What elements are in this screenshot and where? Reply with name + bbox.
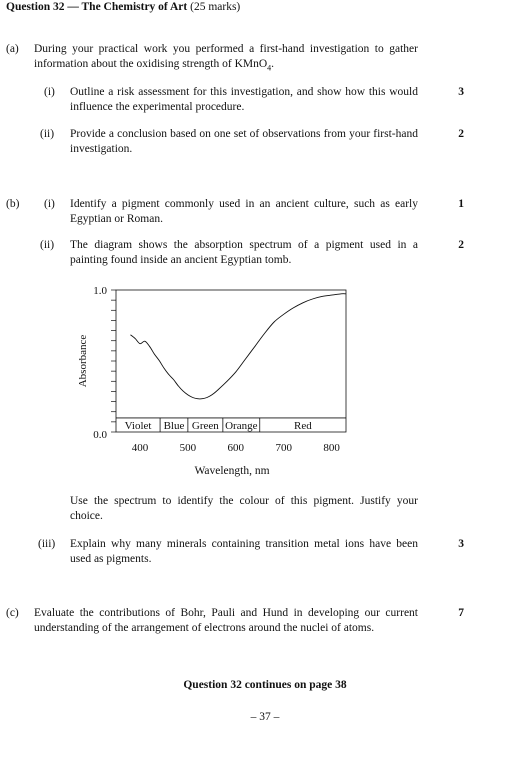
part-a-stem-end: . [271, 58, 275, 70]
band-label: Green [192, 420, 219, 432]
part-b-ii-marks: 2 [458, 239, 464, 251]
part-b-i-marks: 1 [458, 198, 464, 210]
y-tick-label: 1.0 [93, 285, 107, 297]
part-a-ii-text: Provide a conclusion based on one set of… [70, 128, 418, 155]
page-number: – 37 – [250, 711, 280, 723]
band-label: Orange [225, 420, 257, 432]
part-a-stem: During your practical work you performed… [34, 42, 418, 75]
absorption-spectrum-chart: 1.0 0.0 Absorbance Violet Blue Green Orange Red… [77, 285, 347, 477]
x-tick-label: 500 [180, 442, 197, 454]
part-b-label: (b) [6, 198, 20, 210]
question-title: Question 32 — The Chemistry of Art [6, 1, 188, 13]
x-tick-label: 800 [323, 442, 340, 454]
x-tick-label: 400 [132, 442, 149, 454]
part-b-ii-follow-up: Use the spectrum to identify the colour … [70, 495, 418, 522]
part-a-label: (a) [6, 43, 19, 55]
part-b-i-number: (i) [44, 198, 55, 210]
plot-frame [115, 289, 347, 433]
x-tick-label: 600 [228, 442, 245, 454]
part-a-stem-subscript: 4 [267, 63, 272, 73]
y-axis-label: Absorbance [77, 335, 89, 388]
part-a-i-marks: 3 [458, 86, 464, 98]
absorbance-curve [130, 293, 347, 400]
y-tick-label: 0.0 [93, 429, 107, 441]
band-label: Blue [164, 420, 185, 432]
part-b-iii-marks: 3 [458, 538, 464, 550]
continues-note: Question 32 continues on page 38 [183, 679, 347, 691]
question-marks: (25 marks) [190, 1, 241, 13]
part-a-ii-marks: 2 [458, 128, 464, 140]
part-a-i-number: (i) [44, 86, 55, 98]
part-a-ii-number: (ii) [40, 128, 55, 140]
question-heading: Question 32 — The Chemistry of Art (25 m… [6, 0, 240, 15]
band-label: Violet [125, 420, 152, 432]
part-b-ii-number: (ii) [40, 239, 55, 251]
part-c-marks: 7 [458, 607, 464, 619]
part-b-iii-text: Explain why many minerals containing tra… [70, 538, 418, 565]
part-a-stem-text: During your practical work you performed… [34, 43, 418, 70]
band-label: Red [294, 420, 312, 432]
part-c-label: (c) [6, 607, 19, 619]
part-b-iii-number: (iii) [38, 538, 56, 550]
part-b-ii-text: The diagram shows the absorption spectru… [70, 239, 418, 266]
x-axis-label: Wavelength, nm [194, 465, 269, 477]
part-a-i-text: Outline a risk assessment for this inves… [70, 86, 418, 113]
part-b-i-text: Identify a pigment commonly used in an a… [70, 198, 418, 225]
x-tick-label: 700 [275, 442, 292, 454]
part-c-text: Evaluate the contributions of Bohr, Paul… [34, 607, 418, 634]
